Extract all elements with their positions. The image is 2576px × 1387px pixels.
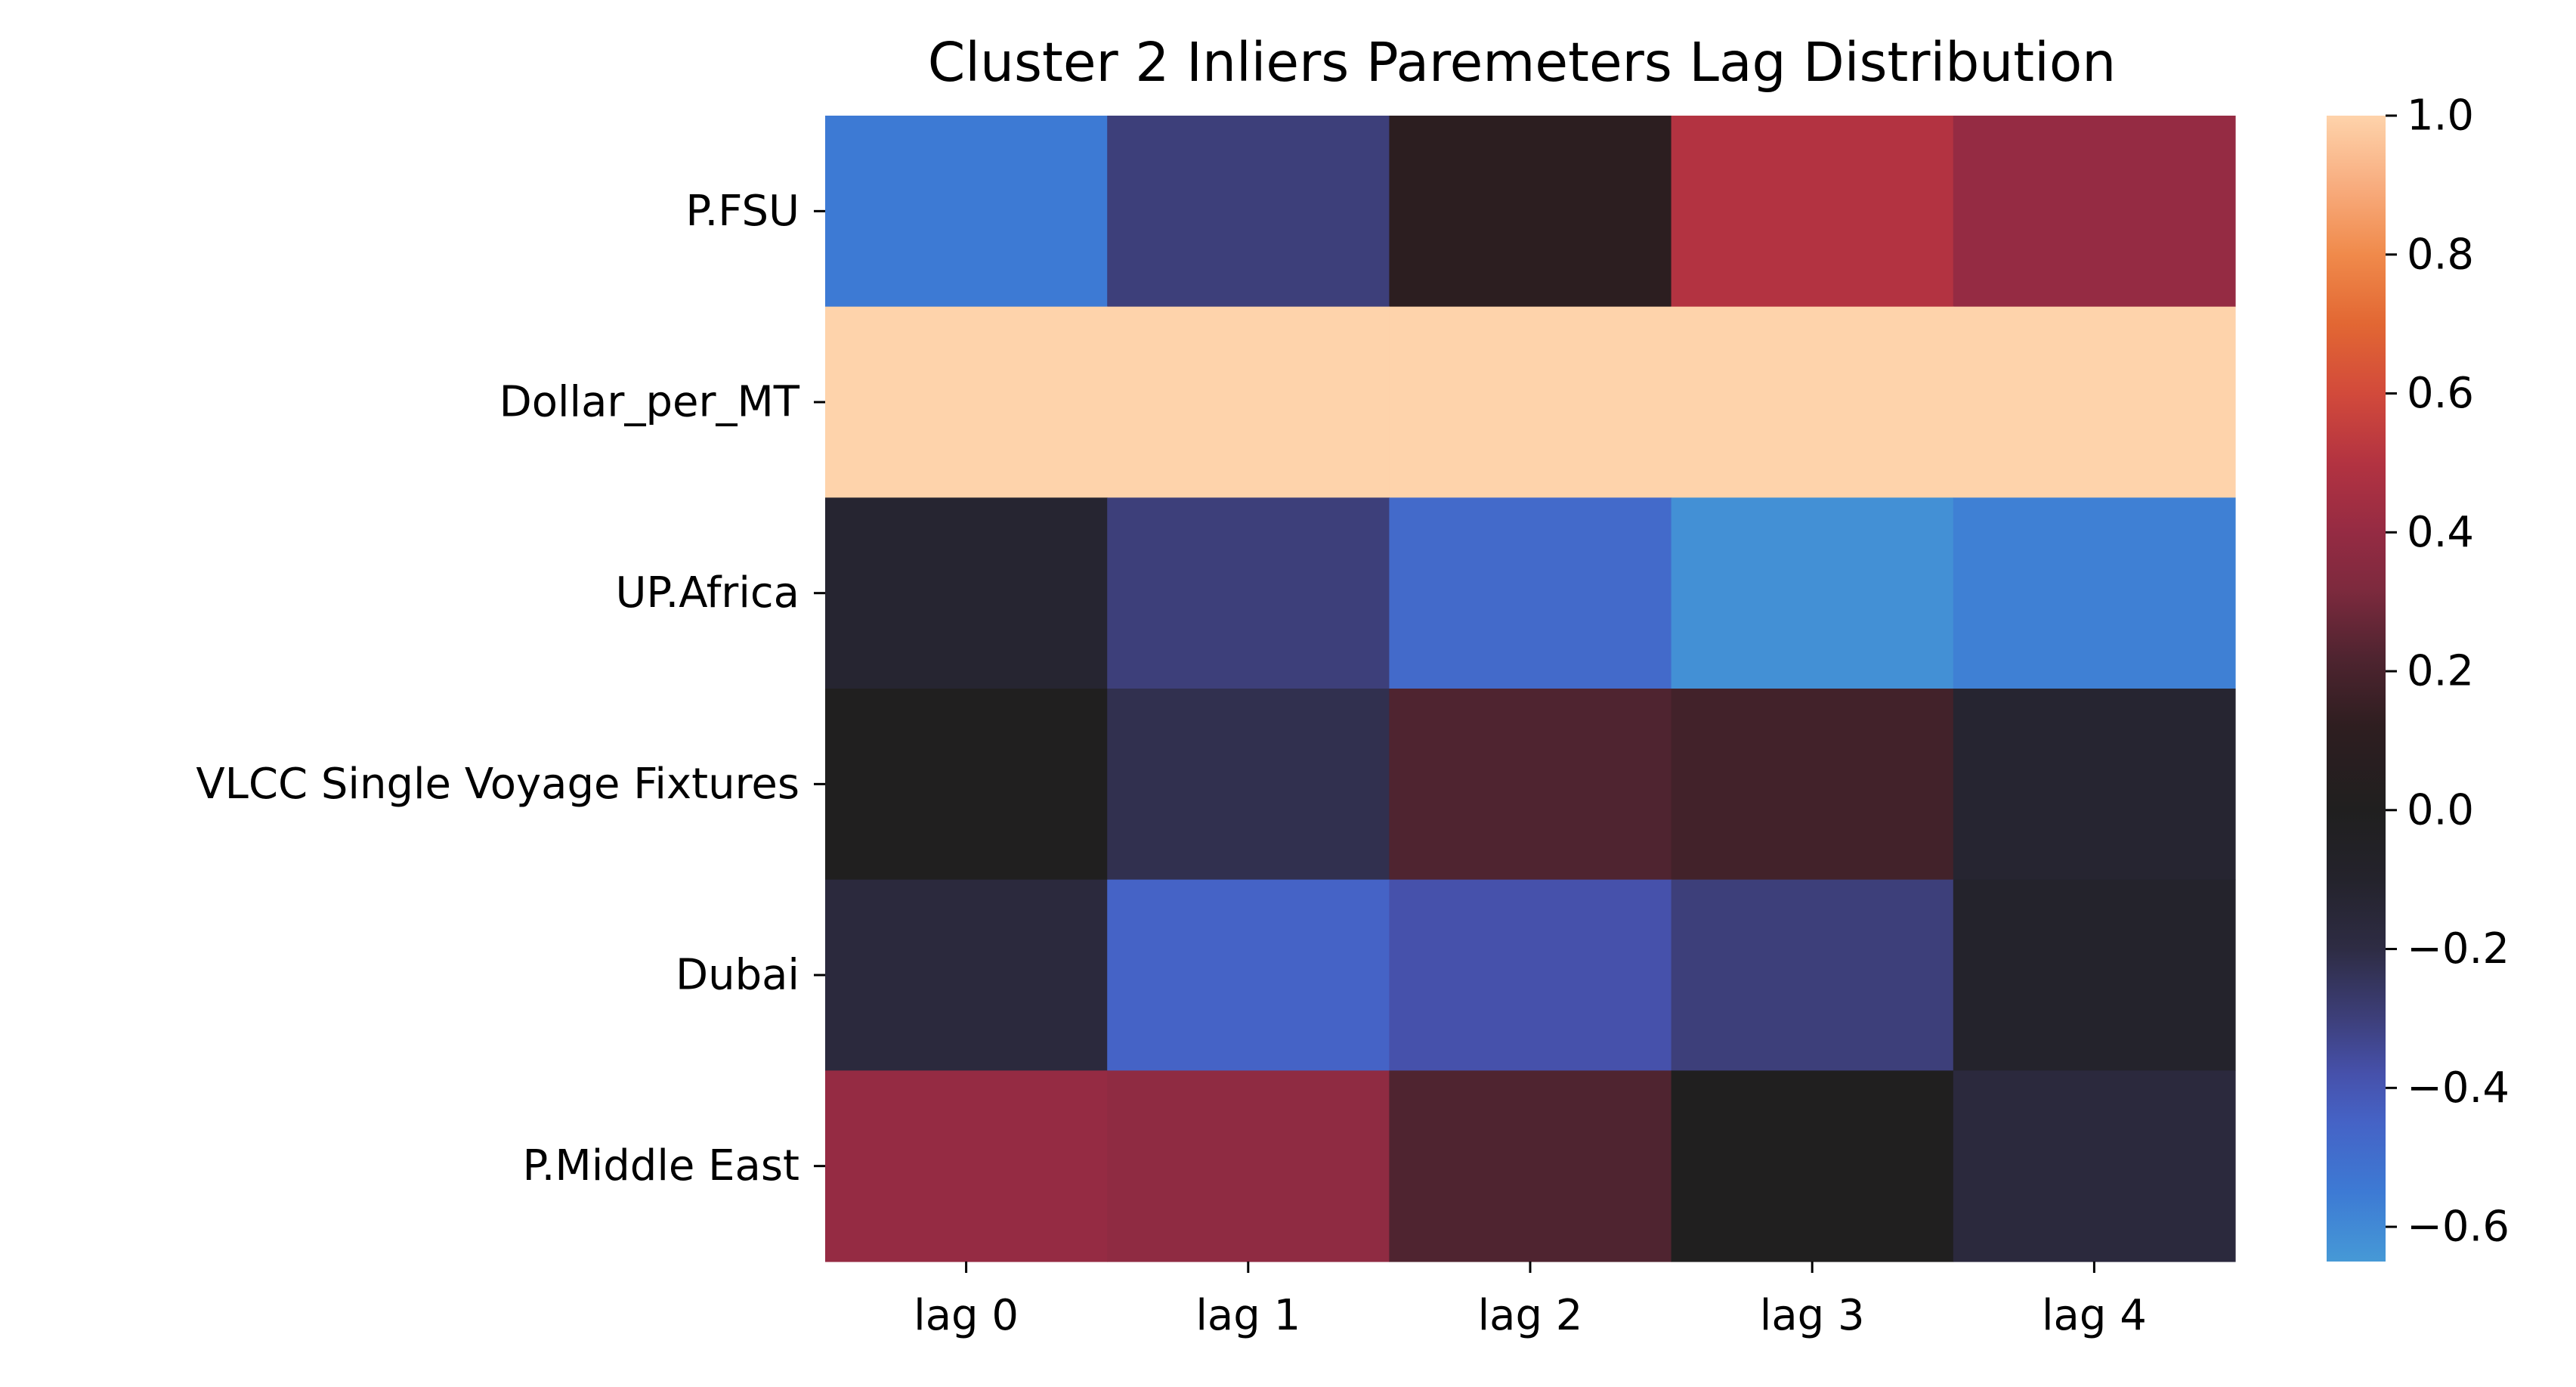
- y-tick-label: Dollar_per_MT: [499, 378, 800, 427]
- x-tick-label: lag 1: [1195, 1291, 1300, 1340]
- heatmap-cell: [1671, 497, 1954, 689]
- heatmap-cell: [1953, 116, 2236, 308]
- heatmap-cell: [825, 497, 1108, 689]
- colorbar-gradient: [2327, 116, 2386, 1262]
- x-tick-label: lag 4: [2042, 1291, 2147, 1340]
- heatmap-cell: [1389, 497, 1672, 689]
- heatmap-cell: [1671, 1070, 1954, 1262]
- heatmap-cell: [1953, 497, 2236, 689]
- heatmap-cell: [1671, 879, 1954, 1071]
- heatmap-cell: [825, 879, 1108, 1071]
- colorbar-tick-label: −0.2: [2407, 924, 2510, 974]
- heatmap-cell: [1671, 116, 1954, 308]
- y-tick-label: UP.Africa: [615, 568, 799, 618]
- heatmap-cell: [1953, 306, 2236, 498]
- colorbar-tick-label: −0.4: [2407, 1063, 2510, 1113]
- heatmap-cell: [1107, 879, 1390, 1071]
- x-axis: lag 0 lag 1 lag 2 lag 3 lag 4: [914, 1262, 2147, 1340]
- colorbar-tick-label: 0.0: [2407, 785, 2474, 834]
- y-tick-label: P.Middle East: [523, 1141, 799, 1190]
- colorbar: 1.0 0.8 0.6 0.4 0.2 0.0 −0.2 −0.4 −0.6: [2327, 91, 2510, 1262]
- chart-title: Cluster 2 Inliers Paremeters Lag Distrib…: [928, 31, 2117, 94]
- x-tick-label: lag 3: [1760, 1291, 1865, 1340]
- y-tick-label: P.FSU: [685, 187, 799, 236]
- heatmap-cell: [1389, 1070, 1672, 1262]
- colorbar-tick-label: −0.6: [2407, 1203, 2510, 1252]
- y-tick-label: VLCC Single Voyage Fixtures: [196, 760, 799, 809]
- heatmap-cell: [825, 1070, 1108, 1262]
- heatmap-cells: [825, 116, 2236, 1262]
- heatmap-cell: [1107, 497, 1390, 689]
- colorbar-tick-label: 0.8: [2407, 230, 2474, 279]
- heatmap-cell: [1671, 689, 1954, 881]
- colorbar-tick-label: 0.4: [2407, 508, 2474, 557]
- x-tick-label: lag 2: [1478, 1291, 1583, 1340]
- heatmap-cell: [825, 116, 1108, 308]
- heatmap-cell: [1671, 306, 1954, 498]
- heatmap-cell: [1389, 116, 1672, 308]
- colorbar-tick-label: 0.2: [2407, 647, 2474, 696]
- heatmap-cell: [1953, 689, 2236, 881]
- heatmap-cell: [1389, 689, 1672, 881]
- colorbar-tick-label: 0.6: [2407, 369, 2474, 418]
- heatmap-cell: [1953, 879, 2236, 1071]
- heatmap-cell: [1953, 1070, 2236, 1262]
- heatmap-cell: [1389, 306, 1672, 498]
- heatmap-cell: [1389, 879, 1672, 1071]
- y-axis: P.FSU Dollar_per_MT UP.Africa VLCC Single V…: [196, 187, 825, 1190]
- heatmap-cell: [1107, 689, 1390, 881]
- x-tick-label: lag 0: [914, 1291, 1019, 1340]
- heatmap-cell: [1107, 306, 1390, 498]
- heatmap-cell: [1107, 116, 1390, 308]
- heatmap-cell: [825, 306, 1108, 498]
- heatmap-cell: [825, 689, 1108, 881]
- colorbar-tick-label: 1.0: [2407, 91, 2474, 141]
- heatmap-cell: [1107, 1070, 1390, 1262]
- y-tick-label: Dubai: [676, 951, 799, 1000]
